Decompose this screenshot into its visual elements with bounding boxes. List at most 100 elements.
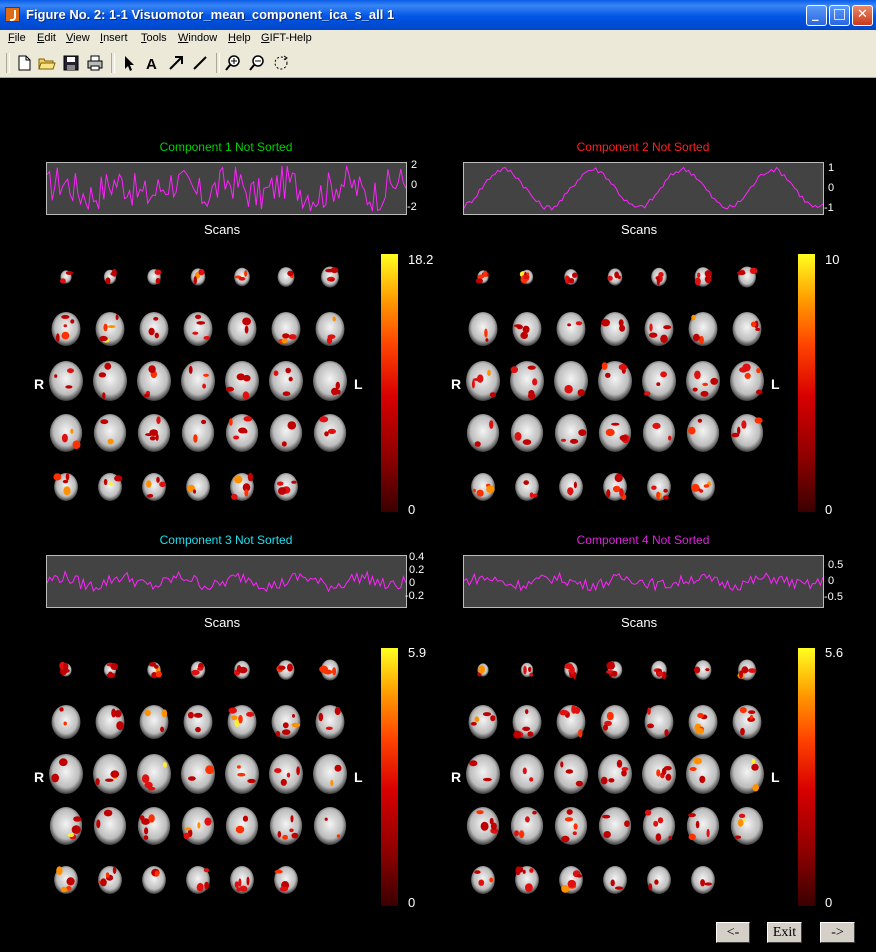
activation-blob bbox=[334, 706, 341, 716]
activation-blob bbox=[53, 473, 62, 481]
zoom-out-icon[interactable] bbox=[248, 54, 266, 72]
new-file-icon[interactable] bbox=[15, 54, 33, 72]
brain-slice bbox=[598, 414, 632, 452]
activation-blob bbox=[244, 325, 249, 334]
menu-view[interactable]: View bbox=[66, 32, 90, 44]
window-titlebar[interactable]: Figure No. 2: 1-1 Visuomotor_mean_compon… bbox=[0, 0, 876, 30]
colorbar-max: 5.6 bbox=[825, 645, 844, 660]
activation-blob bbox=[242, 317, 252, 326]
activation-blob bbox=[61, 314, 70, 319]
toolbar-separator bbox=[111, 53, 115, 73]
menu-insert[interactable]: Insert bbox=[100, 32, 128, 44]
print-icon[interactable] bbox=[86, 54, 104, 72]
menu-edit[interactable]: Edit bbox=[37, 32, 56, 44]
activation-blob bbox=[606, 711, 614, 721]
activation-blob bbox=[67, 368, 74, 374]
brain-slice bbox=[181, 414, 215, 452]
activation-blob bbox=[203, 373, 210, 377]
activation-blob bbox=[489, 392, 497, 398]
menu-gift-help[interactable]: GIFT-Help bbox=[261, 32, 312, 44]
activation-blob bbox=[56, 866, 63, 876]
menu-help[interactable]: Help bbox=[228, 32, 251, 44]
activation-blob bbox=[236, 887, 241, 892]
activation-blob bbox=[231, 715, 238, 721]
activation-blob bbox=[567, 323, 571, 327]
activation-blob bbox=[151, 672, 158, 679]
menu-window[interactable]: Window bbox=[178, 32, 218, 44]
zoom-in-icon[interactable] bbox=[224, 54, 242, 72]
brain-slice bbox=[49, 361, 83, 401]
activation-blob bbox=[205, 765, 215, 775]
menu-tools[interactable]: Tools bbox=[141, 32, 167, 44]
minimize-button[interactable]: _ bbox=[806, 5, 827, 26]
save-icon[interactable] bbox=[62, 54, 80, 72]
activation-blob bbox=[525, 816, 530, 823]
activation-blob bbox=[274, 768, 282, 774]
component-2-colorbar bbox=[798, 254, 815, 512]
activation-blob bbox=[291, 722, 301, 728]
activation-blob bbox=[487, 369, 491, 376]
activation-blob bbox=[691, 483, 700, 492]
activation-blob bbox=[154, 870, 160, 877]
activation-blob bbox=[560, 438, 567, 442]
activation-blob bbox=[665, 773, 672, 781]
activation-blob bbox=[286, 772, 291, 778]
activation-blob bbox=[155, 277, 161, 285]
activation-blob bbox=[56, 333, 60, 342]
activation-blob bbox=[600, 776, 608, 785]
colorbar-max: 18.2 bbox=[408, 252, 434, 267]
brain-slice bbox=[686, 754, 720, 794]
activation-blob bbox=[525, 709, 529, 715]
component-1-slice-montage bbox=[46, 255, 376, 521]
activation-blob bbox=[114, 710, 122, 718]
exit-button[interactable]: Exit bbox=[767, 922, 802, 943]
close-icon: ✕ bbox=[857, 7, 868, 22]
activation-blob bbox=[523, 275, 530, 280]
brain-slice bbox=[686, 414, 720, 452]
arrow-icon[interactable] bbox=[167, 54, 185, 72]
activation-blob bbox=[576, 874, 583, 878]
activation-blob bbox=[572, 272, 578, 278]
menu-file[interactable]: File bbox=[8, 32, 26, 44]
activation-blob bbox=[694, 370, 701, 380]
activation-blob bbox=[748, 710, 756, 714]
activation-blob bbox=[274, 869, 283, 874]
activation-blob bbox=[54, 374, 58, 378]
activation-blob bbox=[202, 383, 207, 389]
activation-blob bbox=[231, 493, 238, 500]
activation-blob bbox=[485, 338, 489, 342]
activation-blob bbox=[203, 336, 211, 340]
activation-blob bbox=[280, 778, 287, 786]
activation-blob bbox=[514, 830, 519, 837]
close-button[interactable]: ✕ bbox=[852, 5, 873, 26]
activation-blob bbox=[734, 835, 742, 839]
activation-blob bbox=[107, 325, 116, 329]
activation-blob bbox=[621, 769, 627, 777]
activation-blob bbox=[651, 485, 657, 490]
previous-button[interactable]: <- bbox=[716, 922, 750, 943]
pointer-icon[interactable] bbox=[120, 54, 138, 72]
open-folder-icon[interactable] bbox=[38, 54, 56, 72]
activation-blob bbox=[107, 438, 114, 445]
brain-slice bbox=[183, 705, 213, 739]
brain-slice bbox=[730, 414, 764, 452]
next-button[interactable]: -> bbox=[820, 922, 855, 943]
activation-blob bbox=[644, 391, 651, 396]
activation-blob bbox=[111, 708, 116, 718]
right-orientation-label: R bbox=[451, 769, 462, 785]
rotate-icon[interactable] bbox=[272, 54, 290, 72]
brain-slice bbox=[598, 754, 632, 794]
line-icon[interactable] bbox=[191, 54, 209, 72]
activation-blob bbox=[474, 441, 481, 447]
brain-slice bbox=[271, 705, 301, 739]
brain-slice bbox=[732, 705, 762, 739]
maximize-button[interactable]: □ bbox=[829, 5, 850, 26]
activation-blob bbox=[482, 712, 492, 717]
matlab-app-icon[interactable] bbox=[5, 7, 20, 22]
activation-blob bbox=[490, 822, 497, 831]
activation-blob bbox=[234, 719, 240, 727]
activation-blob bbox=[575, 780, 583, 787]
text-icon[interactable]: A bbox=[143, 54, 161, 72]
activation-blob bbox=[523, 480, 529, 485]
activation-blob bbox=[483, 270, 488, 278]
